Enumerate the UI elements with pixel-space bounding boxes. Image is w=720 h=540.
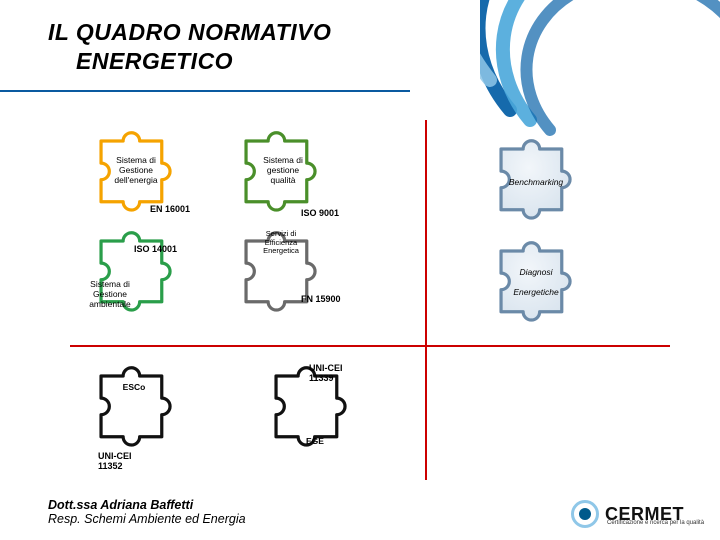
cross-vertical [425, 120, 427, 480]
brand-logo: CERMET Certificazione e ricerca per la q… [571, 500, 684, 528]
piece-standard-fn15900: FN 15900 [301, 294, 361, 304]
puzzle-piece-iso9001: Sistema di gestione qualitàISO 9001 [235, 130, 327, 222]
piece-label-ege: EGE [295, 437, 335, 447]
cross-horizontal [70, 345, 670, 347]
piece-standard-en16001: EN 16001 [150, 204, 210, 214]
puzzle-piece-fn15900: Servizi di Efficienza EnergeticaFN 15900 [235, 230, 327, 322]
footer-author: Dott.ssa Adriana Baffetti Resp. Schemi A… [48, 498, 246, 526]
title-line1: IL QUADRO NORMATIVO [48, 19, 331, 45]
piece-standard-iso9001: ISO 9001 [301, 208, 361, 218]
piece-label-esco: ESCo [114, 383, 154, 393]
piece-standard-iso14001: ISO 14001 [134, 244, 194, 254]
puzzle-piece-benchmarking: Benchmarking [490, 138, 582, 230]
puzzle-piece-iso14001: Sistema di Gestione ambientaleISO 14001 [90, 230, 182, 322]
brand-logo-icon [571, 500, 599, 528]
puzzle-piece-en16001: Sistema di Gestione dell'energiaEN 16001 [90, 130, 182, 222]
piece-standard-esco: UNI-CEI 11352 [98, 451, 158, 471]
piece-label-en16001: Sistema di Gestione dell'energia [108, 156, 164, 185]
puzzle-piece-esco: ESCoUNI-CEI 11352 [90, 365, 182, 457]
title-line2: ENERGETICO [48, 48, 233, 74]
piece-label-iso9001: Sistema di gestione qualità [255, 156, 311, 185]
page-title: IL QUADRO NORMATIVO ENERGETICO [48, 18, 331, 76]
footer-name: Dott.ssa Adriana Baffetti [48, 498, 246, 512]
puzzle-piece-diagnosi: DiagnosiEnergetiche [490, 240, 582, 332]
piece-label-diagnosi: DiagnosiEnergetiche [502, 268, 570, 297]
piece-label-fn15900: Servizi di Efficienza Energetica [253, 230, 309, 256]
diagram-area: Sistema di Gestione dell'energiaEN 16001… [70, 120, 670, 480]
brand-logo-sub: Certificazione e ricerca per la qualità [607, 520, 704, 526]
puzzle-piece-ege: EGEUNI-CEI 11339 [265, 365, 357, 457]
footer-role: Resp. Schemi Ambiente ed Energia [48, 512, 246, 526]
piece-label-iso14001: Sistema di Gestione ambientale [82, 280, 138, 309]
piece-standard-ege: UNI-CEI 11339 [309, 363, 369, 383]
piece-label-benchmarking: Benchmarking [504, 178, 568, 188]
title-underline [0, 90, 410, 92]
decorative-swirl [480, 0, 720, 140]
